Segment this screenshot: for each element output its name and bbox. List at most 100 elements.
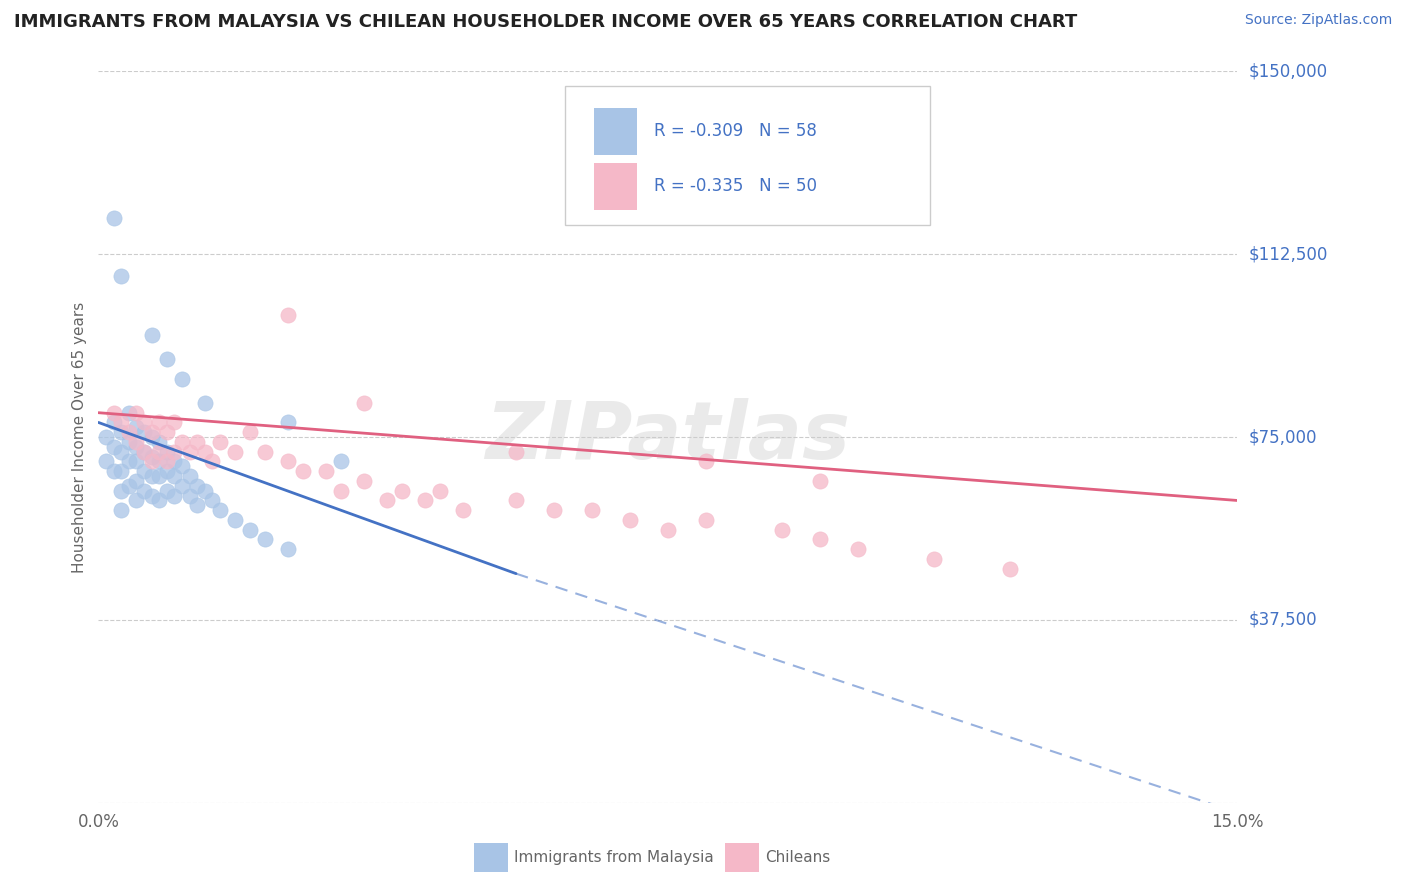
Point [103,440,125,454]
Point [110,444,132,458]
Point [353,396,375,410]
Text: $150,000: $150,000 [1249,62,1327,80]
Point [277,542,299,557]
Point [330,454,353,468]
Point [141,454,163,468]
Point [132,444,155,458]
Point [330,483,353,498]
Point [132,444,155,458]
Point [224,444,246,458]
Point [170,479,193,493]
Point [132,425,155,440]
Text: ZIPatlas: ZIPatlas [485,398,851,476]
Point [125,420,148,434]
Point [186,499,208,513]
Text: Immigrants from Malaysia: Immigrants from Malaysia [515,850,714,865]
Text: $112,500: $112,500 [1249,245,1327,263]
Point [103,406,125,420]
Point [695,454,717,468]
FancyBboxPatch shape [593,108,637,155]
FancyBboxPatch shape [474,843,509,872]
Point [208,503,231,517]
Point [148,454,170,468]
Point [922,552,945,566]
Text: Source: ZipAtlas.com: Source: ZipAtlas.com [1244,13,1392,28]
Point [141,469,163,483]
Point [103,464,125,478]
Point [179,444,201,458]
Point [118,425,141,440]
Text: R = -0.335   N = 50: R = -0.335 N = 50 [654,178,817,195]
Point [391,483,413,498]
Point [163,489,186,503]
Point [292,464,315,478]
Point [125,406,148,420]
Point [224,513,246,527]
Point [194,483,217,498]
Point [201,493,224,508]
Point [110,416,132,430]
Point [118,454,141,468]
Point [619,513,641,527]
Point [156,425,179,440]
Point [156,464,179,478]
Text: R = -0.309   N = 58: R = -0.309 N = 58 [654,122,817,140]
Point [581,503,603,517]
Point [201,454,224,468]
Point [132,416,155,430]
Point [170,459,193,474]
Point [998,562,1021,576]
Point [156,483,179,498]
Point [657,523,679,537]
Point [156,444,179,458]
Point [163,416,186,430]
Point [141,450,163,464]
Point [770,523,793,537]
Point [156,352,179,367]
FancyBboxPatch shape [593,163,637,211]
Point [141,327,163,342]
Point [170,371,193,385]
Point [277,454,299,468]
Point [110,269,132,284]
Point [179,489,201,503]
Point [194,396,217,410]
Point [208,434,231,449]
Point [125,454,148,468]
Point [156,454,179,468]
Point [505,493,527,508]
Point [186,479,208,493]
Point [163,444,186,458]
Point [141,430,163,444]
Point [254,444,277,458]
Point [186,434,208,449]
Point [118,479,141,493]
Text: Chileans: Chileans [765,850,830,865]
Point [141,425,163,440]
Point [315,464,337,478]
Point [148,469,170,483]
Point [118,406,141,420]
Text: IMMIGRANTS FROM MALAYSIA VS CHILEAN HOUSEHOLDER INCOME OVER 65 YEARS CORRELATION: IMMIGRANTS FROM MALAYSIA VS CHILEAN HOUS… [14,13,1077,31]
Point [239,523,262,537]
Point [110,425,132,440]
Point [125,434,148,449]
Point [846,542,869,557]
Text: $37,500: $37,500 [1249,611,1317,629]
Point [179,469,201,483]
Point [125,493,148,508]
Point [277,416,299,430]
Point [110,464,132,478]
Point [543,503,565,517]
Point [808,474,831,488]
Point [148,444,170,458]
Point [132,464,155,478]
Point [505,444,527,458]
Point [141,489,163,503]
Point [277,308,299,322]
Point [148,493,170,508]
Point [170,434,193,449]
Point [353,474,375,488]
Point [239,425,262,440]
Point [413,493,436,508]
